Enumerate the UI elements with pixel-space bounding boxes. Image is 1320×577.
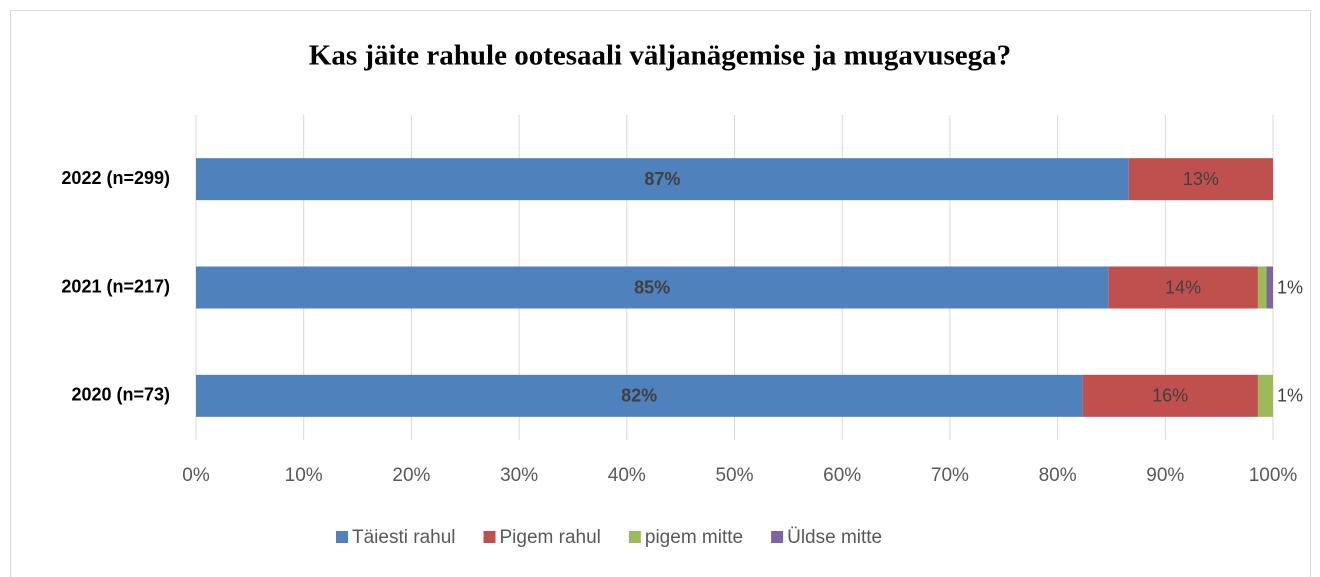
x-tick-label: 30% (500, 465, 538, 486)
legend-label: Täiesti rahul (352, 527, 456, 548)
data-label: 1% (1277, 277, 1303, 297)
y-tick-label: 2020 (n=73) (71, 385, 170, 405)
bar-segment (1257, 266, 1267, 309)
legend-label: pigem mitte (645, 527, 743, 548)
chart-title: Kas jäite rahule ootesaali väljanägemise… (309, 40, 1011, 72)
legend-swatch (771, 531, 784, 543)
data-label: 85% (634, 277, 670, 297)
bar-segment (1266, 266, 1273, 309)
x-tick-label: 20% (392, 465, 430, 486)
bar-segment (196, 266, 1109, 309)
data-label: 1% (1277, 386, 1303, 406)
bar-segment (196, 158, 1129, 201)
bar-segment (196, 374, 1083, 417)
legend-swatch (483, 531, 496, 543)
data-label: 13% (1183, 169, 1219, 189)
x-tick-label: 10% (285, 465, 323, 486)
legend-label: Pigem rahul (500, 527, 601, 548)
x-tick-label: 70% (931, 465, 969, 486)
bar-segment (1108, 266, 1258, 309)
bar-segment (1128, 158, 1273, 201)
data-label: 82% (621, 386, 657, 406)
x-tick-label: 0% (182, 465, 210, 486)
data-label: 16% (1152, 386, 1188, 406)
x-tick-label: 50% (715, 465, 753, 486)
y-tick-label: 2022 (n=299) (61, 168, 170, 188)
data-label: 87% (644, 169, 680, 189)
y-tick-label: 2021 (n=217) (61, 276, 170, 296)
x-tick-label: 40% (608, 465, 646, 486)
x-tick-label: 60% (823, 465, 861, 486)
x-tick-label: 80% (1039, 465, 1077, 486)
x-tick-label: 90% (1146, 465, 1184, 486)
data-label: 14% (1165, 277, 1201, 297)
legend-swatch (628, 531, 641, 543)
x-tick-label: 100% (1249, 465, 1298, 486)
legend-swatch (336, 531, 348, 543)
bar-segment (1257, 374, 1273, 417)
bar-segment (1082, 374, 1258, 417)
legend-label: Üldse mitte (787, 527, 882, 548)
